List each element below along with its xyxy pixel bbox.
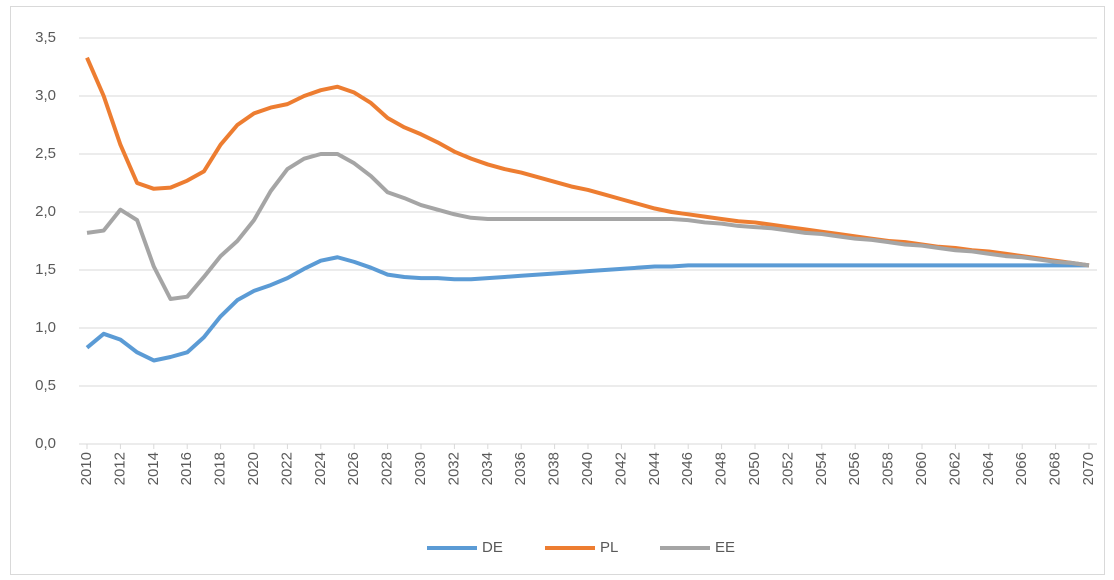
y-tick-label: 2,5 — [35, 145, 56, 162]
y-tick-label: 1,5 — [35, 261, 56, 278]
x-tick-label: 2026 — [345, 452, 362, 485]
x-tick-label: 2056 — [846, 452, 863, 485]
x-tick-label: 2038 — [546, 452, 563, 485]
x-tick-label: 2054 — [813, 452, 830, 485]
legend-label: PL — [600, 539, 618, 556]
legend-label: DE — [482, 539, 503, 556]
x-tick-label: 2050 — [746, 452, 763, 485]
x-tick-label: 2020 — [245, 452, 262, 485]
x-tick-label: 2068 — [1047, 452, 1064, 485]
x-tick-label: 2040 — [579, 452, 596, 485]
y-tick-label: 0,5 — [35, 377, 56, 394]
x-tick-label: 2032 — [445, 452, 462, 485]
series-line — [85, 255, 1089, 363]
x-tick-label: 2052 — [779, 452, 796, 485]
x-tick-label: 2060 — [913, 452, 930, 485]
x-tick-label: 2070 — [1080, 452, 1097, 485]
y-tick-label: 3,5 — [35, 29, 56, 46]
x-tick-label: 2058 — [880, 452, 897, 485]
x-tick-label: 2048 — [713, 452, 730, 485]
x-tick-label: 2022 — [278, 452, 295, 485]
x-tick-label: 2036 — [512, 452, 529, 485]
x-tick-label: 2030 — [412, 452, 429, 485]
x-tick-label: 2014 — [145, 452, 162, 485]
x-tick-label: 2066 — [1013, 452, 1030, 485]
series-line — [86, 152, 1090, 301]
x-tick-label: 2012 — [111, 452, 128, 485]
y-tick-label: 2,0 — [35, 203, 56, 220]
x-tick-label: 2010 — [78, 452, 95, 485]
x-tick-label: 2042 — [612, 452, 629, 485]
x-tick-label: 2064 — [980, 452, 997, 485]
legend-label: EE — [715, 539, 735, 556]
x-tick-label: 2046 — [679, 452, 696, 485]
x-tick-label: 2034 — [479, 452, 496, 485]
chart-border — [10, 6, 1105, 575]
x-tick-label: 2062 — [946, 452, 963, 485]
x-tick-label: 2044 — [646, 452, 663, 485]
y-tick-label: 0,0 — [35, 435, 56, 452]
y-tick-label: 1,0 — [35, 319, 56, 336]
y-tick-label: 3,0 — [35, 87, 56, 104]
x-tick-label: 2028 — [379, 452, 396, 485]
x-tick-label: 2016 — [178, 452, 195, 485]
x-tick-label: 2024 — [312, 452, 329, 485]
x-tick-label: 2018 — [212, 452, 229, 485]
